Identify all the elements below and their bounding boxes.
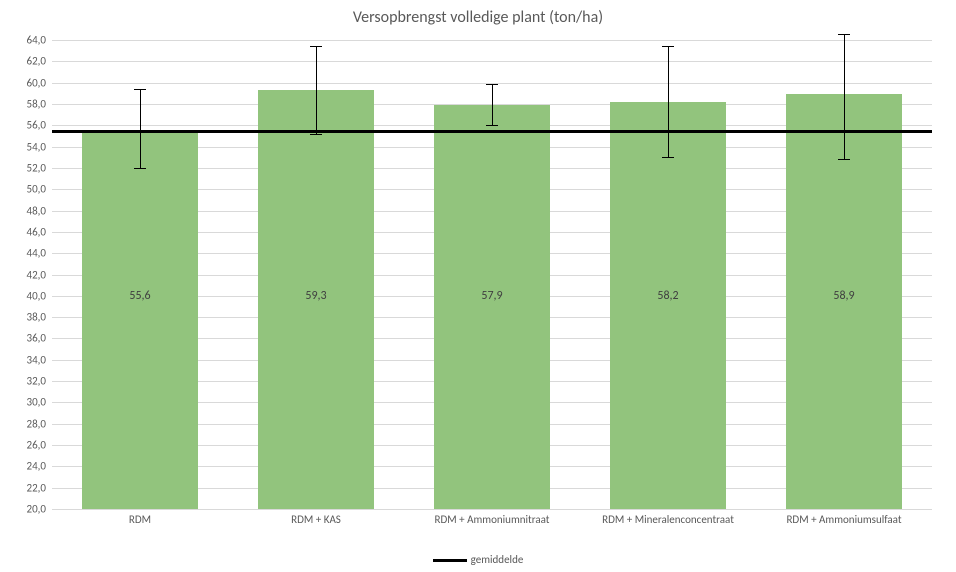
plot-area: 20,022,024,026,028,030,032,034,036,038,0… — [52, 40, 932, 510]
y-tick-label: 56,0 — [27, 119, 52, 132]
legend-label: gemiddelde — [471, 553, 524, 566]
error-bar-cap — [662, 46, 674, 47]
bar — [610, 102, 726, 509]
error-bar-cap — [486, 84, 498, 85]
error-bar-cap — [838, 34, 850, 35]
error-bar — [316, 46, 317, 133]
y-tick-label: 34,0 — [27, 353, 52, 366]
y-tick-label: 20,0 — [27, 503, 52, 516]
bar-value-label: 57,9 — [434, 289, 550, 303]
error-bar-cap — [134, 168, 146, 169]
bar-value-label: 59,3 — [258, 289, 374, 303]
x-tick-label: RDM + KAS — [291, 509, 341, 526]
y-tick-label: 38,0 — [27, 311, 52, 324]
y-tick-label: 22,0 — [27, 481, 52, 494]
y-tick-label: 42,0 — [27, 268, 52, 281]
error-bar — [844, 34, 845, 160]
y-tick-label: 64,0 — [27, 34, 52, 47]
bar-group: 58,2 — [610, 40, 726, 509]
bar-value-label: 58,2 — [610, 289, 726, 303]
y-tick-label: 52,0 — [27, 161, 52, 174]
y-tick-label: 30,0 — [27, 396, 52, 409]
y-tick-label: 60,0 — [27, 76, 52, 89]
bar-chart-container: Versopbrengst volledige plant (ton/ha) 2… — [0, 0, 956, 572]
error-bar-cap — [838, 159, 850, 160]
y-tick-label: 46,0 — [27, 225, 52, 238]
bar-group: 57,9 — [434, 40, 550, 509]
error-bar-cap — [310, 134, 322, 135]
error-bar-cap — [486, 125, 498, 126]
y-tick-label: 32,0 — [27, 375, 52, 388]
x-tick-label: RDM — [129, 509, 151, 526]
error-bar — [492, 84, 493, 126]
y-tick-label: 58,0 — [27, 97, 52, 110]
y-tick-label: 62,0 — [27, 55, 52, 68]
legend: gemiddelde — [0, 553, 956, 566]
y-tick-label: 48,0 — [27, 204, 52, 217]
bar — [434, 105, 550, 509]
legend-line-icon — [433, 559, 467, 562]
y-tick-label: 54,0 — [27, 140, 52, 153]
bar-group: 55,6 — [82, 40, 198, 509]
y-tick-label: 26,0 — [27, 439, 52, 452]
x-tick-label: RDM + Ammoniumsulfaat — [786, 509, 901, 526]
average-line — [52, 130, 932, 133]
chart-title: Versopbrengst volledige plant (ton/ha) — [0, 0, 956, 33]
x-tick-label: RDM + Ammoniumnitraat — [435, 509, 550, 526]
bar-group: 58,9 — [786, 40, 902, 509]
y-tick-label: 24,0 — [27, 460, 52, 473]
x-tick-label: RDM + Mineralenconcentraat — [602, 509, 734, 526]
y-tick-label: 36,0 — [27, 332, 52, 345]
bar-value-label: 55,6 — [82, 289, 198, 303]
error-bar-cap — [134, 89, 146, 90]
error-bar-cap — [662, 157, 674, 158]
y-tick-label: 50,0 — [27, 183, 52, 196]
bar-value-label: 58,9 — [786, 289, 902, 303]
y-tick-label: 28,0 — [27, 417, 52, 430]
y-tick-label: 40,0 — [27, 289, 52, 302]
bar — [82, 130, 198, 509]
error-bar-cap — [310, 46, 322, 47]
error-bar — [668, 46, 669, 157]
y-tick-label: 44,0 — [27, 247, 52, 260]
error-bar — [140, 89, 141, 168]
bar-group: 59,3 — [258, 40, 374, 509]
